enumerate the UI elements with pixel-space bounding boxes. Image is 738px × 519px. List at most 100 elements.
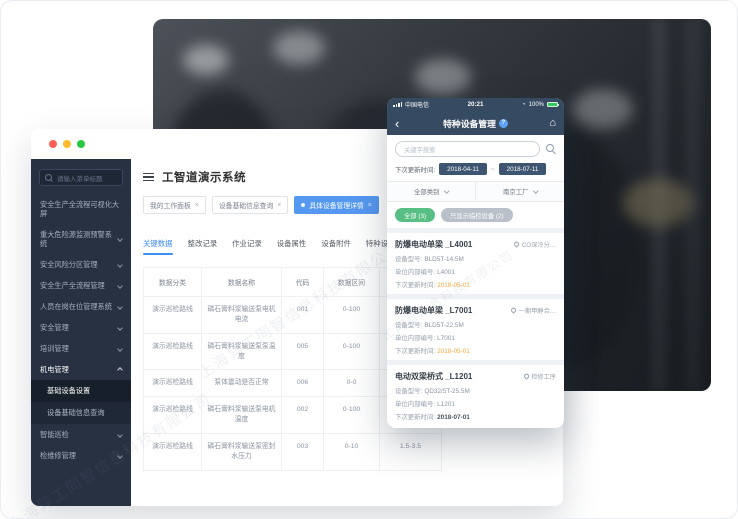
content-tab[interactable]: 设备附件: [321, 239, 351, 248]
hamburger-icon[interactable]: [143, 173, 154, 181]
sidebar-subitem[interactable]: 基础设备设置: [31, 380, 131, 402]
field-value: L7001: [437, 335, 455, 342]
sidebar-item-label: 安全管理: [40, 323, 69, 332]
carrier-label: 中国电信: [405, 103, 430, 109]
table-cell: 磷石膏料浆输送泵密封水压力: [202, 433, 282, 471]
open-view-chips: 我的工作面板 × 设备基础信息查询 × 具体设备管理详情 ×: [143, 196, 563, 214]
content-tab[interactable]: 设备属性: [276, 239, 307, 248]
category-select[interactable]: 全部类别: [387, 182, 475, 201]
sidebar-item-label: 培训管理: [40, 344, 69, 353]
help-icon[interactable]: ?: [498, 118, 508, 128]
table-cell: 磷石膏料浆输送泵电机电流: [202, 297, 282, 334]
table-header-cell: 数据名称: [202, 268, 282, 297]
table-cell: 002: [282, 397, 324, 434]
date-to-button[interactable]: 2018-07-11: [498, 163, 547, 175]
page-title: 工智道演示系统: [162, 172, 246, 184]
table-cell: 001: [282, 297, 324, 334]
filter-chip[interactable]: 只显示临检设备 (2): [441, 208, 513, 222]
equipment-card[interactable]: 防爆电动单梁 _L7001 一期甲醇合… 设备型号: BLD5T-22.5M 单位内部编…: [387, 299, 564, 360]
chevron-up-icon: [117, 366, 123, 373]
filter-selects-row: 全部类别 南京工厂: [387, 181, 564, 202]
home-icon[interactable]: ⌂: [549, 117, 556, 129]
factory-select[interactable]: 南京工厂: [475, 182, 564, 201]
chevron-down-icon: [532, 188, 538, 193]
keyword-search-input[interactable]: 关键字搜索: [395, 141, 540, 157]
sidebar-item[interactable]: 安全生产全流程可视化大屏: [31, 194, 131, 224]
date-from-button[interactable]: 2018-04-11: [439, 163, 487, 175]
equipment-card[interactable]: 防爆电动单梁 _L4001 CO深冷分… 设备型号: BLD5T-14.5M 单位内部编…: [387, 233, 564, 294]
field-label: 设备型号:: [395, 388, 423, 395]
content-tab[interactable]: 作业记录: [232, 239, 262, 248]
table-cell: 003: [282, 433, 324, 471]
field-value: L1201: [437, 401, 455, 408]
search-icon[interactable]: [546, 144, 556, 154]
search-icon: [45, 173, 53, 182]
sidebar-item-label: 安全生产全流程可视化大屏: [40, 200, 120, 218]
sidebar-item[interactable]: 培训管理: [31, 338, 131, 359]
table-cell: 0-10: [324, 433, 380, 471]
phone-statusbar: 中国电信 20:21 ◔ 100%: [387, 98, 564, 111]
table-cell: 磷石膏料浆输送泵泵温度: [202, 333, 282, 371]
close-icon[interactable]: ×: [367, 201, 372, 209]
location-label: CO深冷分…: [521, 242, 556, 249]
back-button[interactable]: ‹: [395, 115, 400, 131]
field-value: 2018-07-01: [437, 414, 470, 421]
chevron-down-icon: [117, 345, 123, 352]
filter-chip[interactable]: 全部 (3): [395, 208, 436, 222]
table-cell: 演示巡检路线: [144, 397, 202, 434]
field-label: 单位内部编号:: [395, 401, 436, 408]
view-tab-chip[interactable]: 我的工作面板 ×: [143, 196, 206, 214]
close-icon[interactable]: ×: [277, 201, 282, 209]
sidebar-item-label: 安全生产全流程管理: [40, 281, 105, 290]
sidebar-item[interactable]: 机电管理: [31, 359, 131, 380]
chip-label: 具体设备管理详情: [309, 203, 364, 210]
filter-chips-row: 全部 (3) 只显示临检设备 (2): [387, 202, 564, 228]
equipment-field: 设备型号: BLD5T-14.5M: [395, 254, 556, 263]
sidebar-item-label: 检维修管理: [40, 451, 76, 460]
maximize-window-button[interactable]: [77, 140, 85, 148]
sidebar-item[interactable]: 安全风险分区管理: [31, 254, 131, 275]
chevron-down-icon: [117, 236, 123, 242]
close-icon[interactable]: ×: [194, 201, 199, 209]
table-cell: 磷石膏料浆输送泵电机温度: [202, 397, 282, 434]
sidebar-item[interactable]: 检维修管理: [31, 445, 131, 466]
signal-icon: [393, 102, 402, 107]
chevron-down-icon: [117, 303, 123, 310]
sidebar: 请输入菜单标题 安全生产全流程可视化大屏 重大危险源监测预警系统 安全风险分区管理安…: [31, 159, 131, 506]
table-cell: 0-0: [324, 370, 380, 398]
equipment-title: 防爆电动单梁 _L4001: [395, 240, 473, 249]
sidebar-subitem[interactable]: 设备基础信息查询: [47, 408, 105, 417]
sidebar-search-input[interactable]: 请输入菜单标题: [39, 169, 123, 186]
chevron-down-icon: [443, 188, 449, 193]
sidebar-item[interactable]: 重大危险源监测预警系统: [31, 224, 131, 254]
sidebar-search-placeholder: 请输入菜单标题: [57, 175, 103, 183]
equipment-card[interactable]: 电动双梁桥式 _L1201 检修工序 设备型号: QD32/5T-25.5M 单位内部编…: [387, 365, 564, 426]
active-dot-icon: [301, 203, 306, 207]
content-tab[interactable]: 整改记录: [187, 239, 218, 248]
field-label: 下次更新时间:: [395, 282, 436, 289]
table-header-cell: 代码: [282, 268, 324, 297]
sidebar-item[interactable]: 人员在岗在位管理系统: [31, 296, 131, 317]
content-tab[interactable]: 关键数据: [143, 238, 173, 255]
view-tab-chip[interactable]: 具体设备管理详情 ×: [294, 196, 379, 214]
sidebar-item[interactable]: 安全生产全流程管理: [31, 275, 131, 296]
mobile-app-screen: 中国电信 20:21 ◔ 100% ‹ 特种设备管理 ? ⌂ 关键字搜索 下次更…: [387, 98, 564, 428]
sidebar-submenu: 基础设备设置设备基础信息查询: [31, 380, 131, 424]
equipment-field: 下次更新时间: 2018-05-01: [395, 346, 556, 355]
sidebar-item[interactable]: 智能巡检: [31, 424, 131, 445]
view-tab-chip[interactable]: 设备基础信息查询 ×: [211, 196, 289, 214]
sidebar-item[interactable]: 安全管理: [31, 317, 131, 338]
table-cell: 0-100: [324, 297, 380, 334]
minimize-window-button[interactable]: [63, 140, 71, 148]
search-placeholder: 关键字搜索: [404, 146, 436, 154]
sidebar-item-label: 人员在岗在位管理系统: [40, 302, 112, 311]
field-label: 设备型号:: [395, 322, 423, 329]
table-cell: 演示巡检路线: [144, 297, 202, 334]
equipment-field: 下次更新时间: 2018-05-01: [395, 280, 556, 289]
close-window-button[interactable]: [49, 140, 57, 148]
phone-title-text: 特种设备管理: [443, 118, 496, 129]
sidebar-menu: 安全生产全流程可视化大屏重大危险源监测预警系统 安全风险分区管理安全生产全流程管理…: [31, 194, 131, 466]
equipment-title-row: 电动双梁桥式 _L1201 检修工序: [395, 371, 556, 382]
table-header-cell: 数据区间: [324, 268, 380, 297]
equipment-location: CO深冷分…: [513, 240, 556, 249]
